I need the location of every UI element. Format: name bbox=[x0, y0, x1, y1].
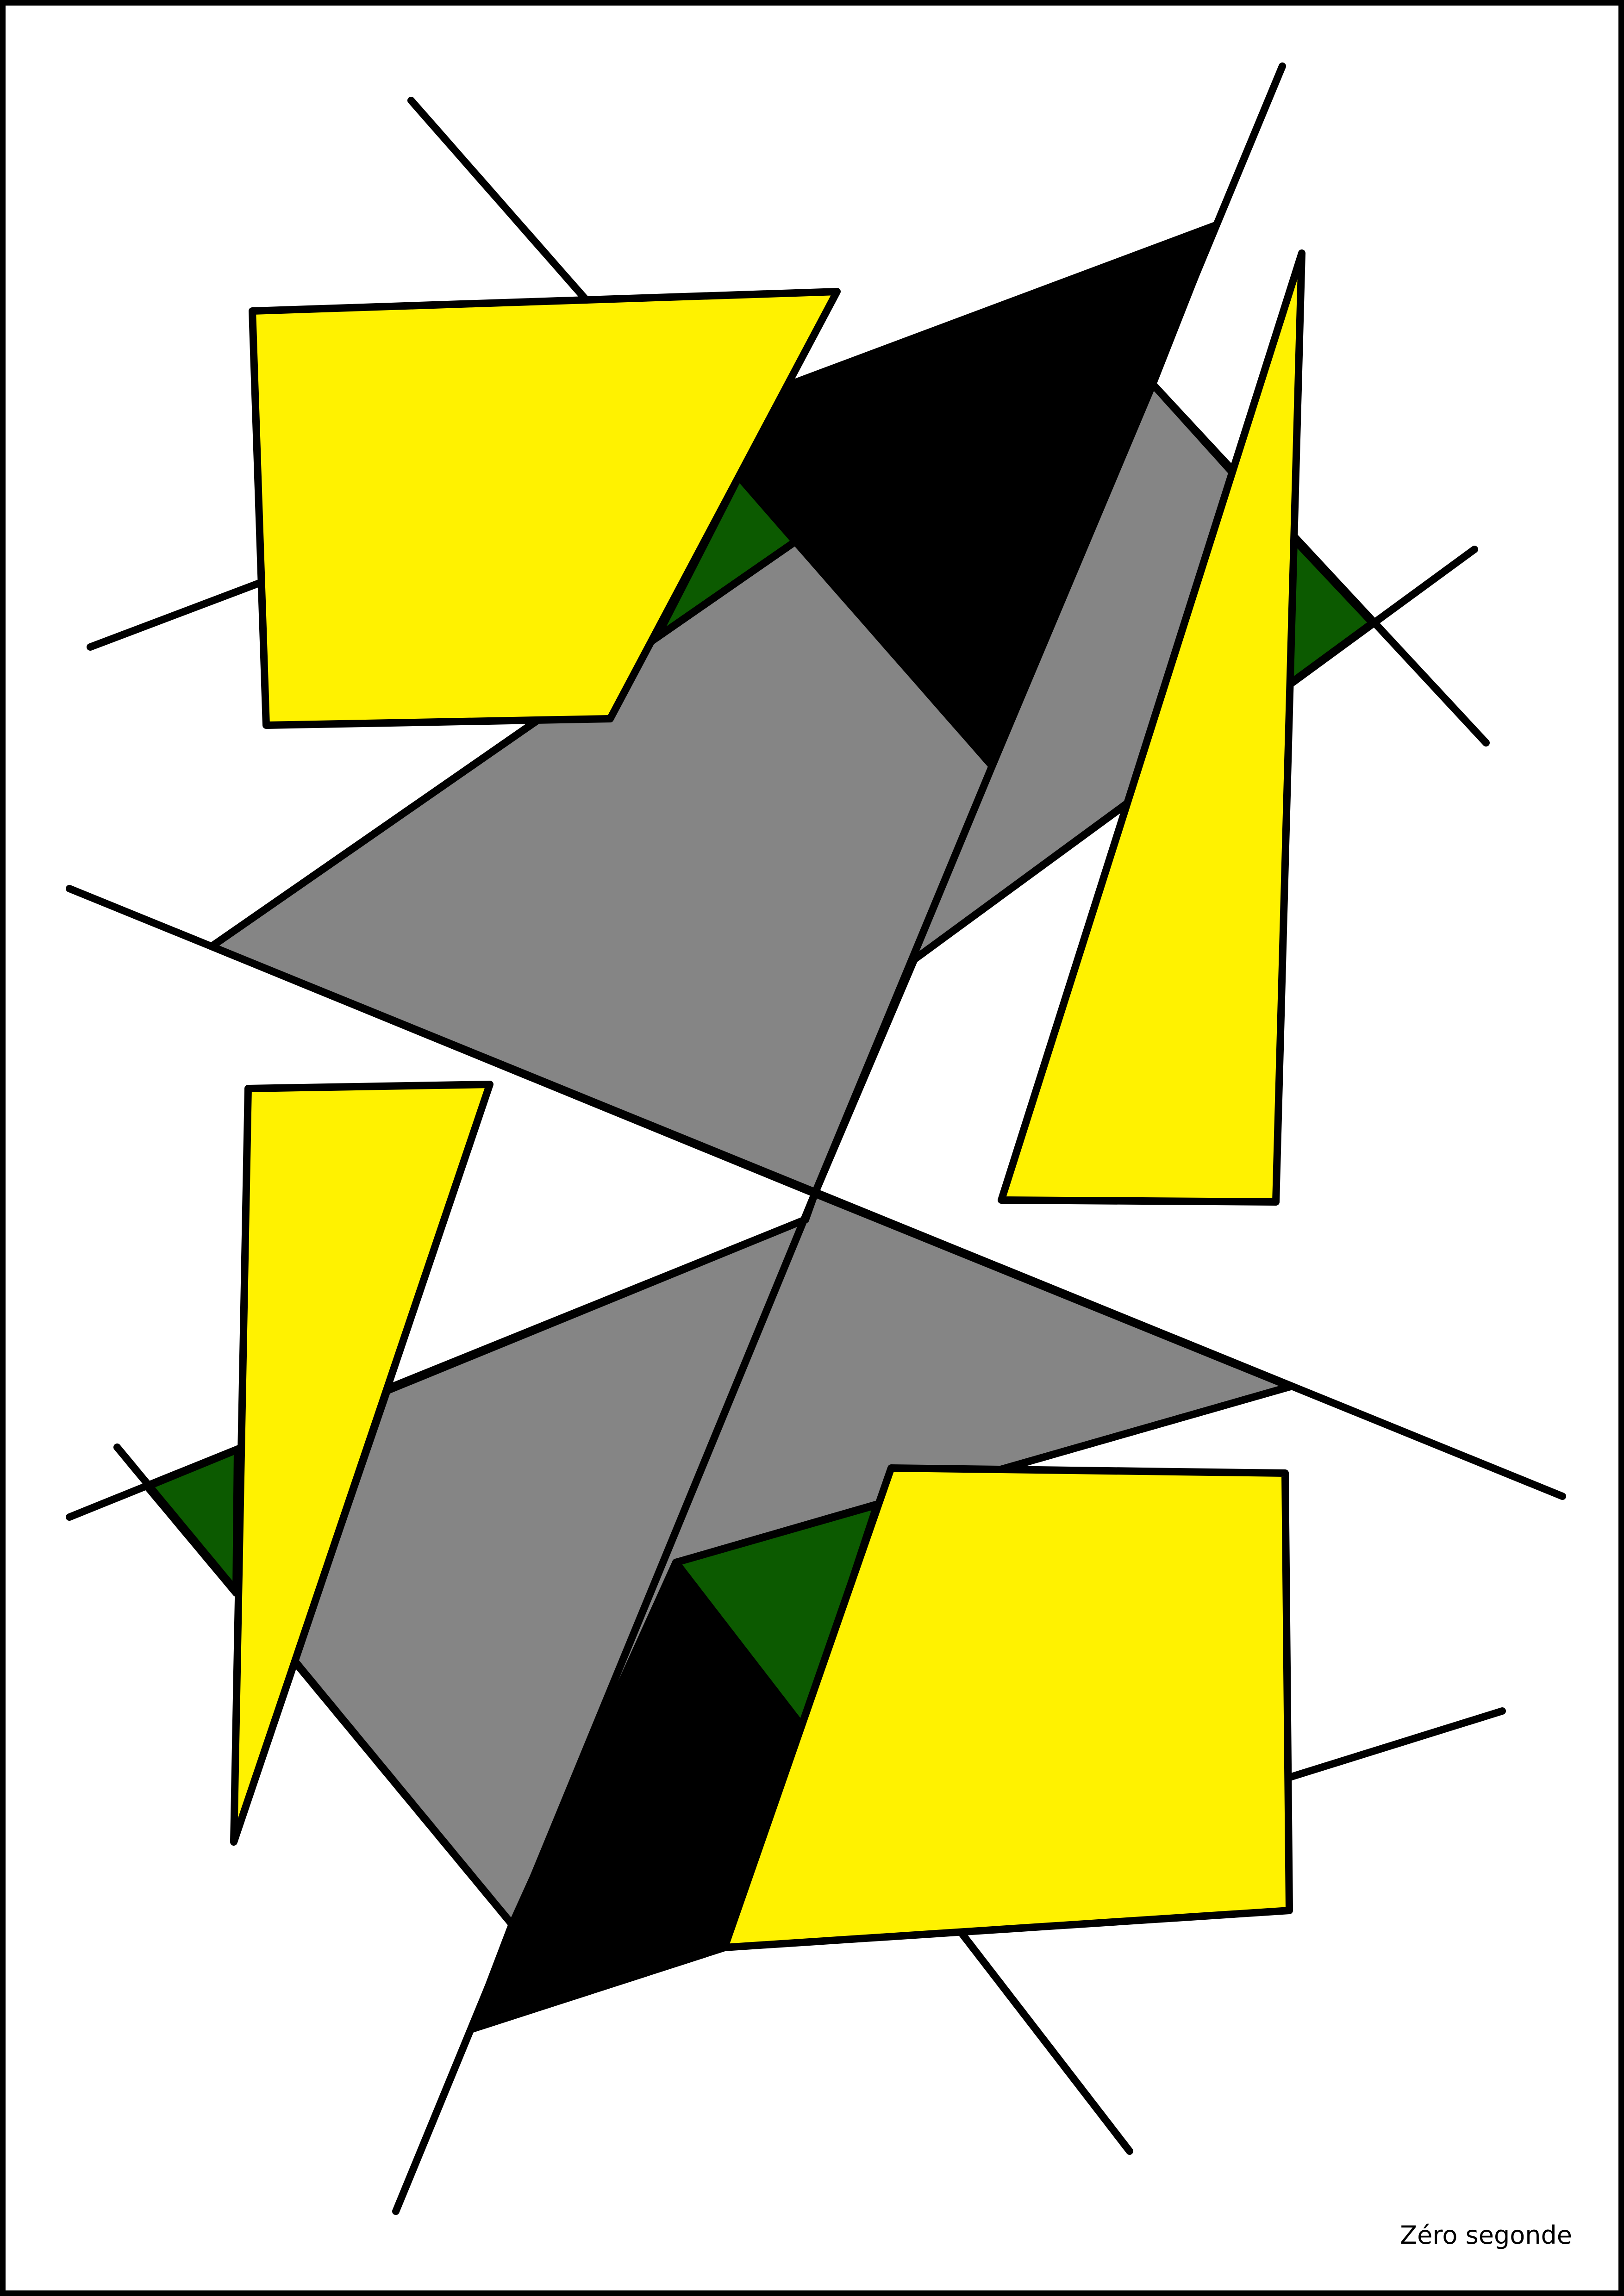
line-upper-long-diagonal bbox=[811, 62, 1286, 1197]
line-upper-right-diagonal bbox=[1149, 380, 1490, 747]
line-lower-long-diagonal bbox=[392, 1190, 818, 2215]
signature-caption: Zéro segonde bbox=[1400, 2221, 1572, 2250]
yellow-quad-upper-left bbox=[249, 288, 841, 729]
yellow-quad-lower-right bbox=[721, 1464, 1293, 1951]
line-lower-left-cross bbox=[66, 1216, 809, 1521]
line-lower-right-short bbox=[1283, 1707, 1506, 1782]
line-lower-left-diagonal bbox=[113, 1444, 516, 1928]
line-lower-black-edge bbox=[468, 1944, 728, 2033]
yellow-triangle-lower-left bbox=[230, 1081, 493, 1846]
line-upper-left-short bbox=[87, 579, 265, 651]
yellow-triangle-upper-right bbox=[998, 249, 1305, 1206]
line-upper-left-diagonal bbox=[407, 97, 591, 305]
line-upper-shelf bbox=[208, 538, 799, 950]
